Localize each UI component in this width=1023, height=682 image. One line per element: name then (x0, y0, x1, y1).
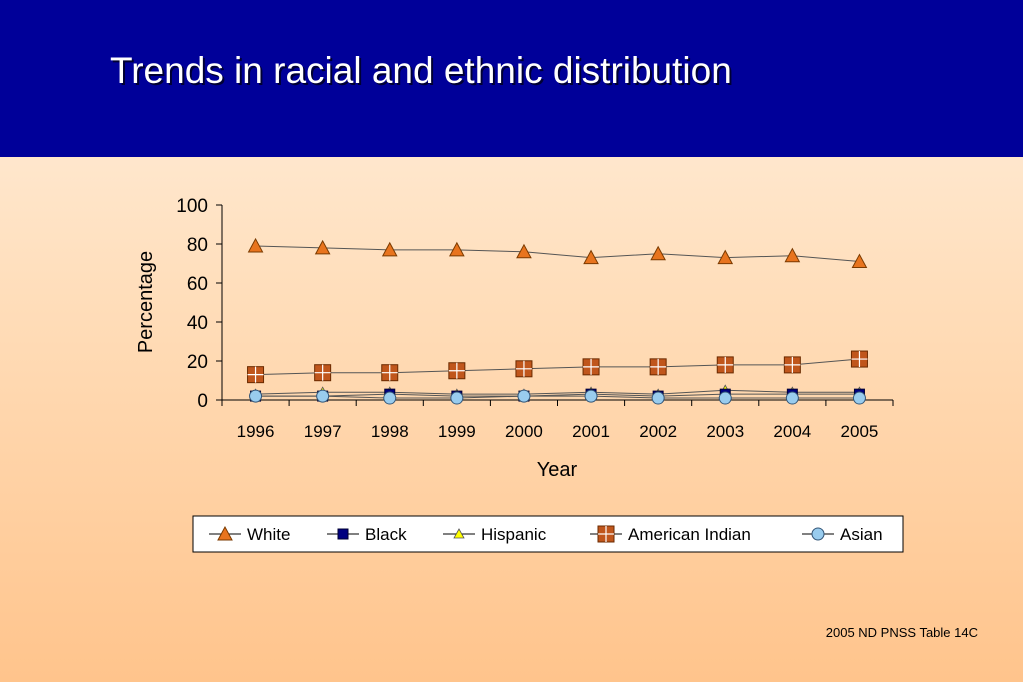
data-point-american-indian (850, 350, 868, 368)
legend-marker-white (217, 525, 233, 541)
x-tick-label: 2000 (505, 422, 543, 441)
data-point-american-indian (381, 364, 399, 382)
data-point-white (314, 239, 331, 255)
data-point-american-indian (448, 362, 466, 380)
y-tick-label: 80 (187, 235, 208, 256)
data-point-white (449, 241, 465, 257)
x-tick-label: 1996 (237, 422, 275, 441)
y-tick-label: 20 (187, 352, 208, 373)
title-bar: Trends in racial and ethnic distribution (0, 0, 1023, 157)
series-line-american-indian (255, 358, 860, 376)
data-point-asian (450, 391, 464, 405)
x-tick-label: 2005 (841, 422, 879, 441)
legend-marker-asian (811, 527, 825, 541)
x-tick-label: 1997 (304, 422, 342, 441)
legend-label-american-indian: American Indian (628, 525, 751, 544)
x-tick-label: 1998 (371, 422, 409, 441)
series-line-black (255, 393, 860, 397)
data-point-asian (249, 389, 263, 403)
data-point-american-indian (515, 360, 533, 378)
legend-marker-american-indian (597, 525, 615, 543)
series-line-white (255, 245, 860, 263)
x-tick-label: 2004 (773, 422, 811, 441)
data-point-asian (517, 389, 531, 403)
y-axis-title: Percentage (135, 251, 157, 353)
y-tick-label: 40 (187, 313, 208, 334)
data-point-white (381, 241, 398, 257)
data-point-asian (651, 391, 665, 405)
data-point-asian (316, 389, 330, 403)
data-point-asian (584, 389, 598, 403)
data-point-asian (852, 391, 866, 405)
data-point-asian (383, 391, 397, 405)
data-point-white (516, 243, 532, 259)
x-tick-label: 1999 (438, 422, 476, 441)
series-line-hispanic (255, 389, 860, 395)
data-point-american-indian (649, 358, 667, 376)
data-point-american-indian (716, 356, 734, 374)
x-tick-label: 2003 (706, 422, 744, 441)
x-axis-title: Year (537, 459, 578, 481)
data-point-american-indian (783, 356, 801, 374)
legend-label-white: White (247, 525, 290, 544)
data-point-asian (785, 391, 799, 405)
x-tick-label: 2001 (572, 422, 610, 441)
data-point-asian (718, 391, 732, 405)
data-point-white (784, 247, 801, 263)
data-point-american-indian (582, 358, 600, 376)
data-point-white (650, 245, 666, 261)
data-point-white (717, 249, 734, 265)
legend-marker-black (337, 528, 349, 540)
y-tick-label: 0 (197, 391, 208, 412)
source-note: 2005 ND PNSS Table 14C (825, 625, 978, 640)
legend-marker-hispanic (453, 528, 465, 539)
page-title: Trends in racial and ethnic distribution (110, 50, 732, 91)
legend-label-black: Black (365, 525, 407, 544)
data-point-american-indian (247, 366, 265, 384)
series-line-asian (255, 395, 860, 399)
legend-label-asian: Asian (840, 525, 883, 544)
data-point-white (247, 237, 264, 253)
y-tick-label: 60 (187, 274, 208, 295)
legend (192, 515, 904, 553)
legend-label-hispanic: Hispanic (481, 525, 547, 544)
y-tick-label: 100 (176, 196, 208, 217)
data-point-white (583, 249, 599, 265)
data-point-american-indian (314, 364, 332, 382)
x-tick-label: 2002 (639, 422, 677, 441)
data-point-white (851, 253, 868, 269)
